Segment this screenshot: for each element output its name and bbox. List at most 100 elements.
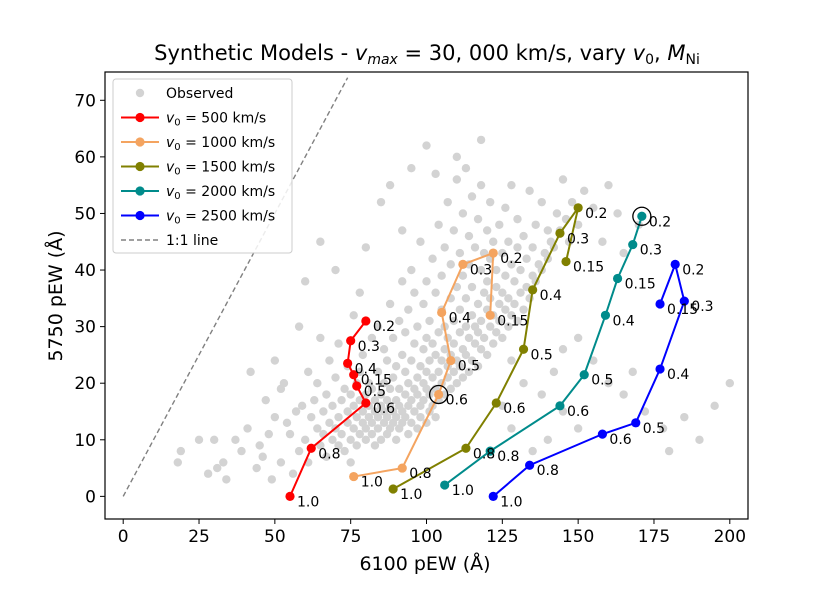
- series-point: [561, 256, 571, 267]
- point-label: 0.4: [667, 367, 689, 383]
- observed-point: [334, 441, 343, 450]
- observed-point: [658, 424, 668, 433]
- observed-point: [434, 220, 443, 229]
- observed-point: [431, 350, 440, 360]
- observed-point: [401, 367, 410, 377]
- legend: Observed v0 = 500 km/s v0 = 1000 km/s v0 = …: [112, 78, 293, 254]
- observed-point: [349, 401, 358, 411]
- x-tick-label: 100: [410, 527, 442, 547]
- observed-point: [464, 333, 474, 343]
- observed-point: [361, 435, 371, 444]
- point-label: 0.5: [458, 359, 480, 375]
- observed-point: [355, 288, 364, 297]
- x-tick-label: 75: [340, 527, 362, 547]
- point-label: 0.6: [446, 393, 468, 409]
- observed-point: [528, 243, 537, 252]
- series-point: [485, 446, 495, 456]
- observed-point: [331, 373, 340, 382]
- observed-point: [407, 163, 416, 173]
- observed-point: [258, 452, 267, 461]
- observed-point: [425, 316, 434, 326]
- x-axis-label: 6100 pEW (Å): [359, 552, 490, 575]
- observed-point: [473, 328, 483, 337]
- observed-point: [270, 412, 280, 422]
- legend-label: v0 = 500 km/s: [166, 111, 266, 129]
- observed-point: [522, 254, 531, 263]
- y-tick-label: 0: [85, 487, 96, 507]
- legend-marker: [135, 88, 145, 98]
- observed-point: [510, 299, 519, 309]
- observed-point: [267, 475, 277, 484]
- observed-point: [498, 333, 507, 343]
- legend-item: v0 = 500 km/s: [121, 111, 266, 129]
- observed-point: [628, 367, 637, 377]
- observed-point: [398, 277, 407, 286]
- observed-point: [379, 379, 389, 388]
- legend-label: v0 = 2000 km/s: [166, 184, 275, 202]
- observed-point: [410, 339, 419, 348]
- series-point: [285, 491, 295, 501]
- observed-point: [467, 282, 477, 292]
- observed-point: [710, 401, 719, 411]
- observed-point: [485, 322, 495, 331]
- point-label: 0.5: [364, 384, 386, 400]
- observed-point: [376, 390, 386, 399]
- series-point: [670, 259, 680, 269]
- observed-point: [404, 379, 413, 388]
- observed-point: [498, 248, 507, 258]
- observed-point: [346, 458, 355, 467]
- observed-point: [449, 367, 458, 377]
- observed-point: [291, 407, 301, 416]
- observed-point: [416, 412, 425, 422]
- observed-point: [455, 305, 465, 314]
- observed-point: [203, 469, 213, 478]
- point-label: 0.3: [691, 299, 713, 315]
- observed-point: [482, 226, 492, 235]
- series-point: [597, 429, 608, 439]
- observed-point: [519, 379, 528, 388]
- observed-point: [458, 209, 468, 218]
- observed-point: [319, 407, 328, 416]
- observed-point: [528, 446, 537, 456]
- observed-point: [513, 243, 522, 252]
- observed-point: [322, 390, 331, 399]
- observed-point: [443, 197, 452, 207]
- series-point: [612, 273, 623, 284]
- series-point: [555, 401, 565, 411]
- legend-marker: [135, 137, 145, 147]
- observed-point: [391, 435, 401, 444]
- observed-point: [422, 277, 431, 286]
- observed-point: [416, 237, 425, 246]
- observed-point: [543, 435, 553, 444]
- legend-item: Observed: [135, 86, 233, 102]
- observed-point: [407, 356, 416, 365]
- observed-point: [434, 328, 443, 337]
- point-label: 0.4: [449, 310, 471, 326]
- observed-point: [452, 152, 462, 162]
- observed-point: [458, 373, 468, 382]
- observed-point: [495, 220, 504, 229]
- observed-point: [361, 390, 371, 399]
- series-point: [655, 364, 665, 374]
- observed-point: [489, 237, 498, 246]
- observed-point: [573, 424, 583, 433]
- observed-point: [209, 435, 219, 444]
- observed-point: [376, 435, 386, 444]
- observed-point: [434, 367, 443, 377]
- observed-point: [604, 379, 613, 388]
- series-point: [458, 259, 468, 269]
- point-label: 0.5: [531, 347, 553, 363]
- observed-point: [282, 418, 292, 428]
- observed-point: [725, 379, 735, 388]
- legend-label: v0 = 2500 km/s: [166, 209, 275, 227]
- series-point: [679, 296, 689, 306]
- title-vmax-var: v: [355, 41, 368, 65]
- observed-point: [473, 214, 483, 224]
- series-point: [343, 358, 353, 368]
- x-tick-label: 150: [562, 527, 594, 547]
- observed-point: [558, 175, 568, 184]
- title-v0-var: v: [633, 41, 646, 65]
- point-label: 0.2: [585, 206, 607, 222]
- title-mni-sub: Ni: [685, 52, 699, 68]
